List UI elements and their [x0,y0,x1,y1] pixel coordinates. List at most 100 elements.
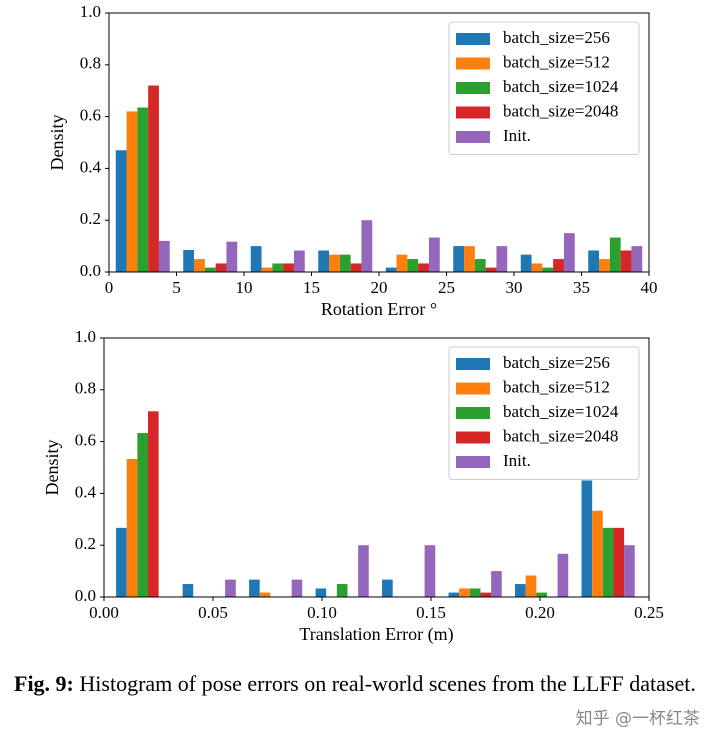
legend-label: Init. [503,451,531,470]
x-tick-label: 0 [105,278,114,297]
bar [631,246,643,272]
bar [318,250,330,272]
caption: Fig. 9: Histogram of pose errors on real… [14,670,698,698]
bar [283,263,294,272]
bar [496,246,508,272]
y-tick-label: 0.8 [75,379,96,398]
bar [485,267,497,272]
bar [225,579,236,597]
bar [613,527,625,597]
legend-frame [448,346,640,480]
bar [620,250,632,272]
bar [557,553,569,597]
y-tick-label: 0.0 [75,586,96,605]
bar [448,592,460,597]
x-tick-label: 15 [303,278,320,297]
bar [137,433,149,597]
bar [137,107,149,272]
bar [204,267,216,272]
axes-frame [103,337,650,598]
legend-swatch [456,106,490,119]
legend-swatch [456,431,490,444]
bar [428,237,440,272]
bar [563,233,575,272]
bar [194,259,205,272]
bar [592,510,603,597]
bar [624,545,635,597]
legend-swatch [456,456,490,468]
bar [531,263,543,272]
bar [115,150,127,272]
bar [249,579,260,597]
bar [469,588,481,597]
caption-text: Histogram of pose errors on real-world s… [79,671,696,696]
legend-label: batch_size=256 [503,353,610,372]
y-axis-label: Density [47,115,67,171]
figure: 0.0 0.2 0.4 0.6 0.8 1.0 0 5 10 15 20 25 30 35 40 Rotati… [42,2,664,645]
legend-label: batch_size=512 [503,52,610,71]
bar [459,588,470,597]
x-axis-label: Translation Error (m) [299,624,453,645]
bar [293,250,305,272]
y-tick-label: 0.2 [80,209,101,228]
bar [182,584,194,597]
legend-label: batch_size=2048 [503,426,618,445]
bar [396,254,408,272]
bar [226,241,238,272]
x-tick-label: 0.10 [307,603,337,622]
legend-swatch [456,358,490,370]
legend-swatch [456,131,490,143]
bar [520,254,532,272]
y-axis-label: Density [42,440,62,496]
bar [453,246,465,272]
x-tick-label: 20 [371,278,388,297]
bar [385,267,397,272]
x-tick-label: 5 [172,278,181,297]
bar [542,267,554,272]
bar [424,545,436,597]
bar [158,240,170,272]
bar [358,545,369,597]
bar [491,571,502,597]
bar [602,527,614,597]
bar [148,85,159,273]
x-axis-label: Rotation Error ° [321,299,437,319]
y-tick-label: 0.6 [75,431,96,450]
bar [183,249,195,272]
bar [126,111,138,272]
bar [215,263,227,272]
bar [329,254,340,272]
bar [418,263,429,272]
legend-swatch [456,407,490,419]
legend-swatch [456,382,490,395]
y-tick-label: 0.8 [80,54,101,73]
bar [382,579,393,597]
bar [536,592,547,597]
y-tick-label: 0.4 [80,157,102,176]
x-tick-label: 0.25 [634,603,664,622]
bar [259,592,271,597]
bar [464,246,475,272]
bar [339,254,351,272]
bar [291,579,303,597]
y-tick-label: 0.6 [80,106,101,125]
x-tick-label: 35 [573,278,590,297]
bar [407,259,419,272]
legend-swatch [456,57,490,70]
x-tick-label: 0.15 [416,603,446,622]
legend-label: Init. [503,126,531,145]
y-tick-label: 0.4 [75,482,97,501]
legend-label: batch_size=2048 [503,101,618,120]
legend-frame [448,21,640,155]
bar [272,263,284,272]
bar [553,259,564,272]
bar [609,237,621,272]
watermark: 知乎 @一杯红茶 [575,709,700,729]
y-tick-label: 0.2 [75,534,96,553]
bar [148,411,159,597]
legend-label: batch_size=1024 [503,77,619,96]
x-tick-label: 0.20 [525,603,555,622]
bar [515,584,526,597]
x-tick-label: 30 [506,278,523,297]
